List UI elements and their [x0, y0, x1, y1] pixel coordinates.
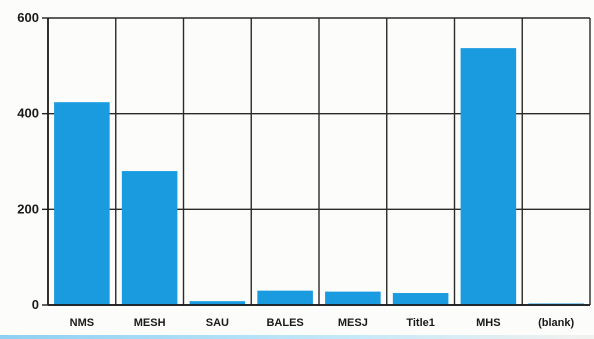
- bar-sau: [189, 301, 246, 305]
- x-category-label: MESJ: [338, 317, 368, 329]
- bars: [54, 48, 584, 305]
- labels: 0 200 400 600 NMS MESH SAU BALES MESJ Title1 MHS (b…: [17, 10, 574, 329]
- bar-bales: [257, 290, 313, 305]
- y-tick-label: 200: [17, 201, 39, 216]
- x-category-label: SAU: [206, 317, 229, 329]
- bottom-accent-strip: [0, 335, 594, 339]
- bar-mhs: [460, 48, 517, 305]
- x-category-label: Title1: [406, 317, 435, 329]
- y-tick-label: 600: [17, 10, 39, 25]
- bar-title1: [392, 293, 449, 305]
- y-tick-label: 400: [17, 106, 39, 121]
- bar-mesh: [121, 171, 178, 305]
- x-category-label: BALES: [266, 317, 303, 329]
- y-tick-label: 0: [32, 297, 39, 312]
- x-category-label: MHS: [476, 317, 500, 329]
- x-category-label: (blank): [538, 317, 574, 329]
- axes: [42, 17, 591, 306]
- bar-nms: [54, 102, 110, 305]
- x-category-label: MESH: [134, 317, 166, 329]
- x-category-label: NMS: [70, 317, 94, 329]
- bar-mesj: [325, 291, 381, 305]
